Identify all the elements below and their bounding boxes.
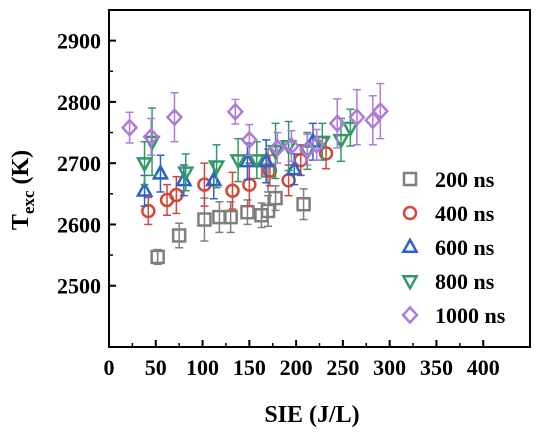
y-tick-label: 2800: [57, 90, 101, 115]
x-tick-label: 150: [233, 355, 266, 380]
data-point: [135, 157, 154, 173]
legend-marker: [401, 305, 419, 325]
legend-marker: [401, 237, 419, 254]
data-point: [151, 163, 170, 180]
plot-area: 0 50 100 150 200 250 300 350 400 2500 2600 2700 2800…: [57, 9, 531, 380]
data-point: [238, 151, 257, 168]
y-axis-title-main: T: [8, 214, 34, 230]
data-point: [197, 212, 212, 227]
data-point: [308, 135, 326, 155]
data-point: [296, 196, 311, 212]
x-axis-title: SIE (J/L): [264, 402, 359, 428]
data-point: [268, 190, 283, 206]
legend-marker: [402, 205, 418, 221]
x-tick-label: 100: [186, 355, 219, 380]
data-point: [177, 166, 195, 183]
data-point: [313, 135, 332, 152]
legend-marker: [402, 171, 418, 187]
x-tick-label: 300: [373, 355, 406, 380]
x-tick-label: 0: [104, 355, 115, 380]
data-point: [135, 180, 154, 197]
data-point: [371, 101, 389, 121]
data-point: [257, 151, 275, 168]
data-point: [223, 209, 238, 225]
data-point: [282, 136, 301, 156]
y-axis-title-subscript: exc: [19, 190, 38, 214]
data-point: [142, 127, 160, 147]
legend-label: 800 ns: [435, 269, 495, 294]
data-point: [225, 183, 240, 199]
data-point: [240, 130, 258, 150]
data-point: [341, 121, 360, 138]
y-tick-label: 2500: [57, 274, 101, 299]
data-point: [165, 107, 184, 127]
legend-label: 200 ns: [435, 167, 495, 192]
data-point: [229, 154, 247, 170]
y-tick-label: 2600: [57, 212, 101, 237]
data-point: [364, 110, 382, 130]
x-tick-label: 200: [280, 355, 313, 380]
data-point: [207, 160, 226, 177]
data-point: [171, 228, 187, 243]
x-tick-label: 50: [145, 355, 167, 380]
legend-label: 1000 ns: [435, 303, 506, 328]
data-point: [248, 154, 266, 170]
x-tick-label: 350: [420, 355, 453, 380]
data-point: [242, 177, 257, 192]
y-axis-title: Texc (K): [8, 150, 38, 230]
legend-label: 400 ns: [435, 201, 495, 226]
data-point: [348, 107, 366, 127]
data-point: [285, 159, 303, 176]
data-point: [150, 249, 165, 265]
data-point: [268, 138, 286, 158]
x-tick-label: 250: [326, 355, 359, 380]
x-tick-label: 400: [467, 355, 500, 380]
legend-label: 600 ns: [435, 235, 495, 260]
legend-marker: [401, 274, 419, 291]
y-tick-label: 2900: [57, 29, 101, 54]
data-point: [328, 114, 346, 133]
y-tick-label: 2700: [57, 151, 101, 176]
data-point: [141, 203, 156, 219]
y-axis-title-unit: (K): [8, 150, 34, 191]
data-point: [226, 102, 244, 122]
data-point: [120, 118, 139, 137]
